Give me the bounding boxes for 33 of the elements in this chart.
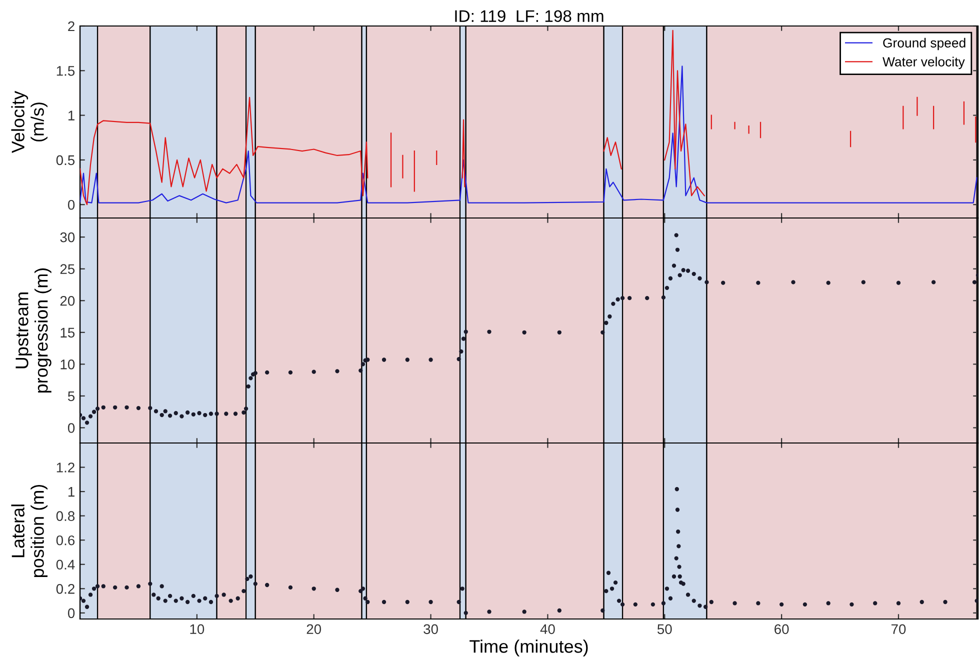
x-tick-label: 70 (891, 624, 906, 634)
y-tick-label: 2 (68, 21, 74, 32)
y-tick-label: 0 (68, 200, 75, 210)
legend-label: Water velocity (882, 56, 965, 70)
y-tick-label: 0.8 (56, 511, 75, 521)
y-tick-label: 25 (60, 264, 75, 274)
y-tick-label: 20 (60, 296, 75, 306)
y-axis-title: Lateral position (m) (11, 484, 48, 577)
y-tick-label: 15 (60, 328, 75, 338)
y-tick-label: 0 (68, 608, 75, 618)
y-tick-label: 0 (68, 423, 75, 433)
y-tick-label: 5 (68, 391, 75, 402)
x-axis-title: Time (minutes) (470, 640, 588, 656)
y-tick-label: 1.2 (56, 462, 74, 472)
y-tick-label: 0.4 (56, 560, 75, 570)
y-axis-title: Velocity (m/s) (11, 90, 48, 154)
y-tick-label: 0.2 (56, 584, 74, 594)
x-tick-label: 50 (657, 624, 672, 634)
y-tick-label: 30 (60, 232, 75, 242)
y-tick-label: 0.6 (56, 535, 75, 546)
y-axis-title: Upstream progression (m) (16, 268, 52, 393)
y-tick-label: 10 (60, 360, 75, 370)
x-tick-label: 10 (190, 624, 204, 634)
legend-label: Ground speed (883, 38, 966, 50)
y-tick-label: 1 (68, 110, 74, 120)
y-tick-label: 1 (68, 487, 74, 497)
x-tick-label: 40 (540, 624, 555, 634)
chart-title: ID: 119 LF: 198 mm (455, 10, 604, 22)
y-tick-label: 1.5 (56, 66, 75, 76)
y-tick-label: 0.5 (56, 155, 75, 166)
x-tick-label: 20 (306, 624, 322, 634)
x-tick-label: 30 (424, 624, 438, 634)
x-tick-label: 60 (774, 624, 789, 634)
